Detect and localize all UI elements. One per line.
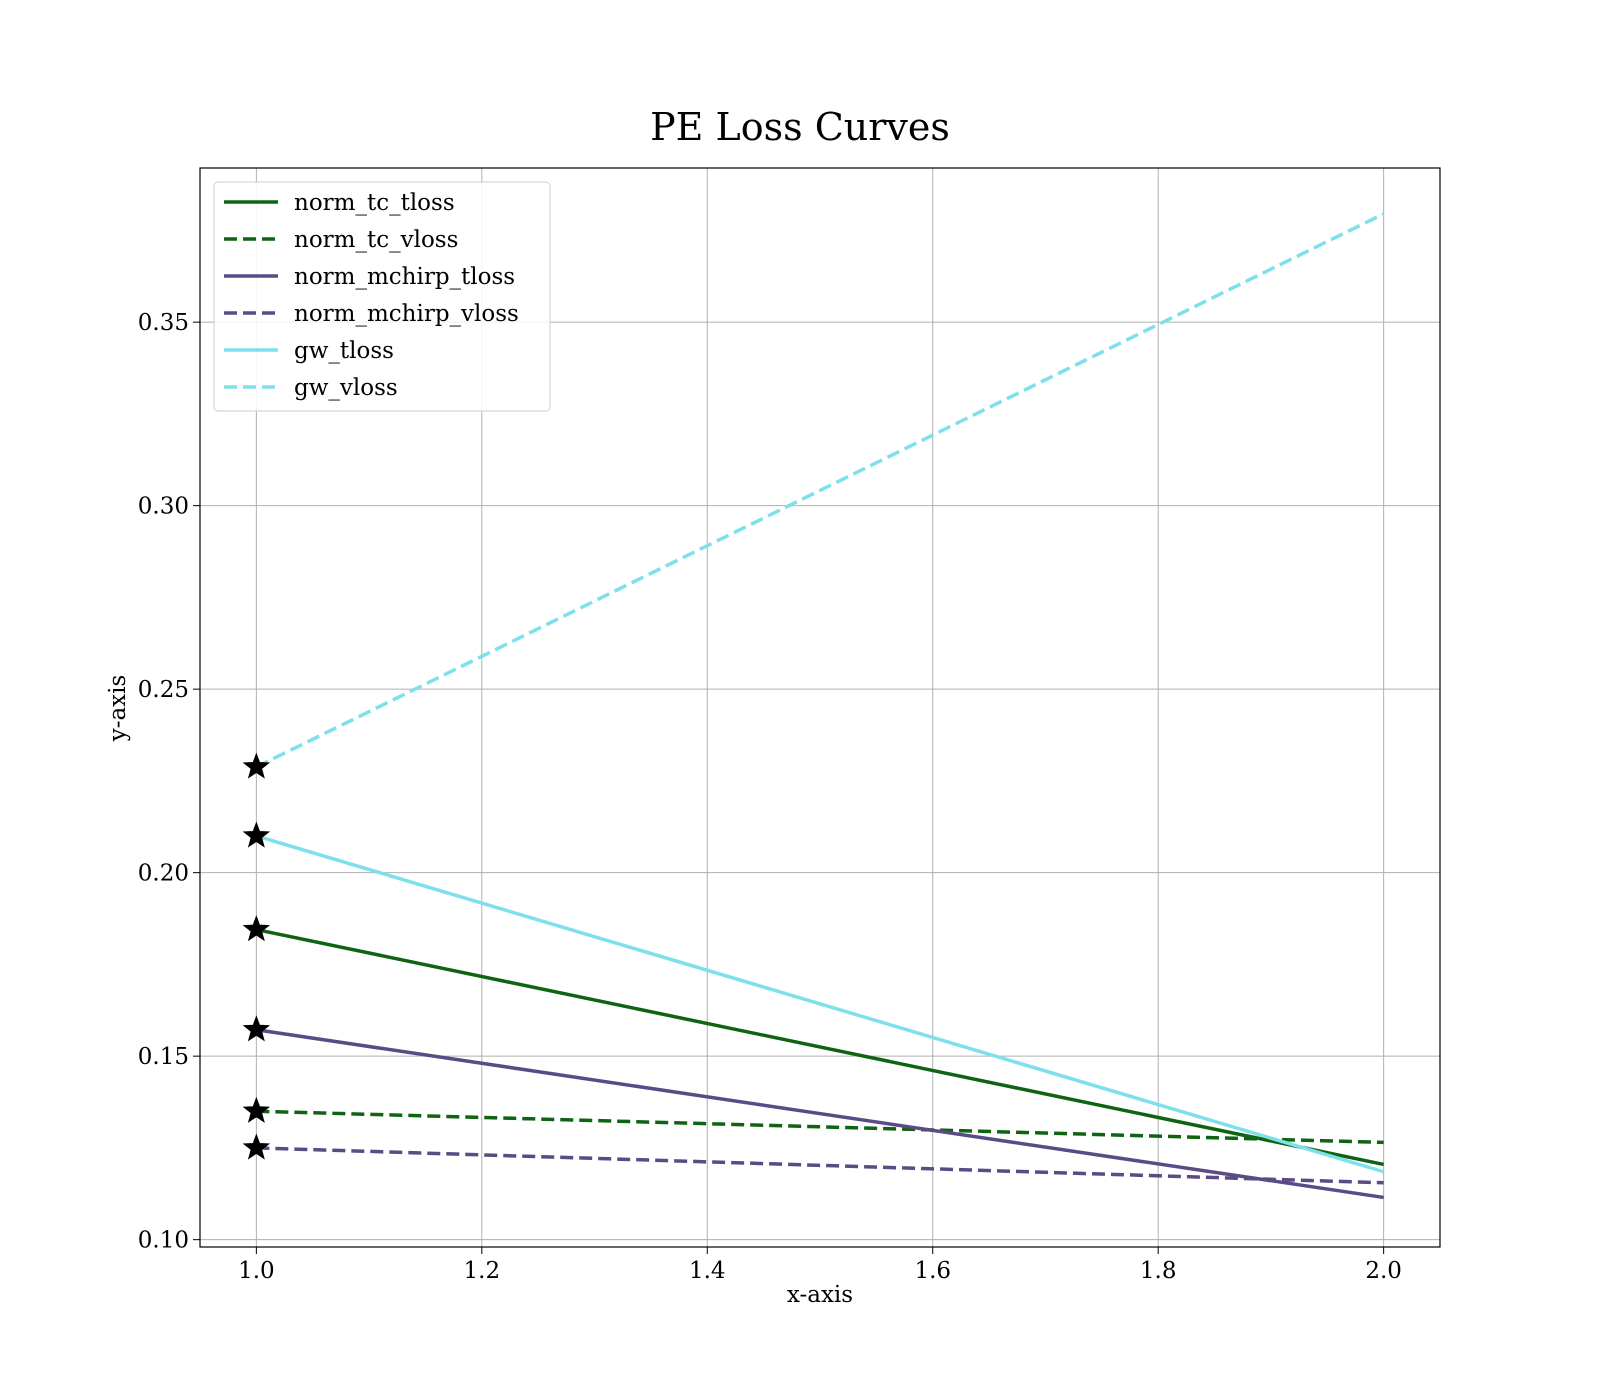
chart-title: PE Loss Curves bbox=[650, 105, 950, 149]
star-marker-norm_mchirp_vloss bbox=[242, 1133, 271, 1160]
star-marker-gw_tloss bbox=[242, 821, 271, 848]
y-tick-label: 0.25 bbox=[138, 677, 189, 703]
x-tick-label: 1.4 bbox=[689, 1258, 726, 1284]
x-tick-label: 1.2 bbox=[464, 1258, 501, 1284]
x-axis-label: x-axis bbox=[787, 1282, 853, 1308]
x-tick-label: 2.0 bbox=[1365, 1258, 1402, 1284]
legend-label: norm_mchirp_vloss bbox=[294, 301, 519, 327]
y-tick-label: 0.20 bbox=[138, 861, 189, 887]
y-axis-label: y-axis bbox=[105, 675, 131, 743]
star-marker-norm_tc_vloss bbox=[242, 1096, 271, 1123]
x-tick-label: 1.6 bbox=[914, 1258, 951, 1284]
legend-label: norm_mchirp_tloss bbox=[294, 264, 515, 290]
legend-label: gw_tloss bbox=[294, 338, 394, 364]
y-tick-label: 0.15 bbox=[138, 1044, 189, 1070]
y-tick-label: 0.30 bbox=[138, 494, 189, 520]
series-line-gw_tloss bbox=[255, 834, 1385, 1174]
series-line-norm_mchirp_vloss bbox=[256, 1146, 1384, 1185]
series-line-norm_tc_tloss bbox=[256, 927, 1384, 1167]
star-marker-norm_tc_tloss bbox=[242, 915, 271, 942]
x-tick-label: 1.0 bbox=[238, 1258, 275, 1284]
series-lines bbox=[255, 212, 1385, 1200]
star-marker-gw_vloss bbox=[242, 752, 271, 779]
star-markers bbox=[242, 752, 271, 1160]
series-line-norm_mchirp_tloss bbox=[256, 1027, 1384, 1200]
legend-box bbox=[213, 181, 551, 412]
legend-label: gw_vloss bbox=[294, 375, 398, 401]
series-line-norm_tc_vloss bbox=[256, 1109, 1384, 1145]
y-tick-label: 0.10 bbox=[138, 1228, 189, 1254]
x-tick-label: 1.8 bbox=[1140, 1258, 1177, 1284]
plot-frame bbox=[199, 167, 1441, 1248]
star-marker-norm_mchirp_tloss bbox=[242, 1015, 271, 1042]
y-tick-label: 0.35 bbox=[138, 310, 189, 336]
legend-label: norm_tc_vloss bbox=[294, 227, 458, 253]
series-line-gw_vloss bbox=[255, 212, 1385, 769]
legend: norm_tc_tloss norm_tc_vloss norm_mchirp_tl… bbox=[213, 181, 551, 412]
legend-label: norm_tc_tloss bbox=[294, 190, 455, 216]
axis-ticks: 1.0 1.2 1.4 1.6 1.8 2.0 0.10 0.15 0.20 0.25 0.30 0.… bbox=[138, 310, 1402, 1284]
